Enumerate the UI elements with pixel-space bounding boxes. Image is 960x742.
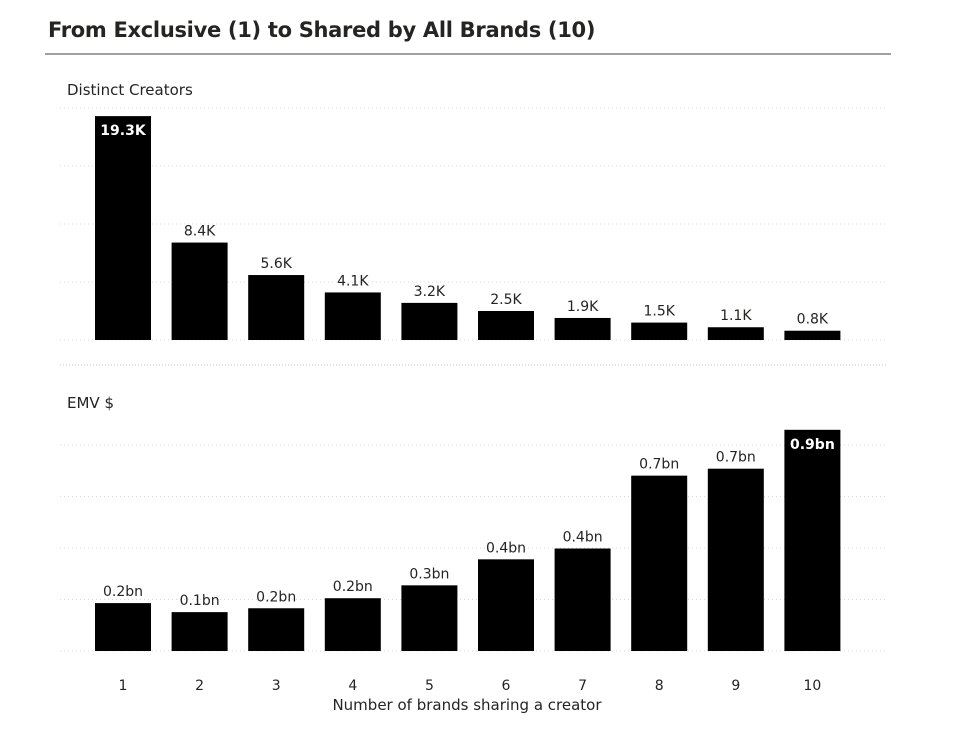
data-label: 3.2K: [414, 284, 446, 300]
data-label: 4.1K: [337, 273, 369, 289]
data-label: 0.4bn: [486, 540, 526, 556]
data-label: 1.5K: [643, 304, 675, 320]
bar[interactable]: [631, 475, 688, 651]
bar[interactable]: [95, 116, 151, 341]
x-tick-label: 10: [803, 678, 821, 694]
data-label: 0.8K: [797, 312, 829, 328]
data-label: 0.7bn: [716, 450, 756, 466]
bar[interactable]: [324, 292, 381, 340]
data-label: 0.2bn: [103, 584, 143, 600]
data-label: 0.1bn: [180, 593, 220, 609]
bar[interactable]: [401, 302, 458, 340]
bar[interactable]: [171, 242, 228, 340]
data-label: 0.2bn: [333, 579, 373, 595]
bar[interactable]: [631, 322, 688, 340]
data-label: 5.6K: [260, 256, 292, 272]
data-label: 8.4K: [184, 224, 216, 240]
data-label: 1.1K: [720, 308, 752, 324]
bottom-chart-title: EMV $: [67, 394, 114, 412]
x-tick-label: 8: [655, 678, 664, 694]
data-label: 0.7bn: [639, 457, 679, 473]
bar[interactable]: [784, 429, 841, 651]
bar[interactable]: [554, 548, 611, 651]
title-underline: [45, 53, 891, 55]
x-axis-title: Number of brands sharing a creator: [332, 696, 602, 714]
x-tick-label: 3: [272, 678, 281, 694]
x-tick-label: 1: [119, 678, 128, 694]
top-chart-title: Distinct Creators: [67, 81, 193, 99]
bar[interactable]: [401, 585, 458, 651]
bar[interactable]: [171, 612, 228, 651]
x-tick-label: 5: [425, 678, 434, 694]
bar[interactable]: [248, 275, 305, 340]
data-label: 0.4bn: [563, 530, 603, 546]
bar[interactable]: [248, 608, 305, 651]
x-tick-label: 2: [195, 678, 204, 694]
data-label: 0.2bn: [256, 589, 296, 605]
data-label: 1.9K: [567, 299, 599, 315]
bar[interactable]: [95, 603, 151, 651]
bar[interactable]: [554, 317, 611, 340]
bar[interactable]: [784, 330, 841, 340]
x-tick-label: 6: [502, 678, 511, 694]
data-label: 0.9bn: [790, 437, 835, 453]
x-tick-label: 4: [348, 678, 357, 694]
bar[interactable]: [478, 311, 534, 340]
data-label: 0.3bn: [409, 566, 449, 582]
bar[interactable]: [324, 598, 381, 651]
data-label: 19.3K: [100, 123, 147, 139]
x-tick-label: 7: [578, 678, 587, 694]
bar[interactable]: [478, 559, 534, 651]
page-title: From Exclusive (1) to Shared by All Bran…: [48, 18, 596, 42]
data-label: 2.5K: [490, 292, 522, 308]
bar[interactable]: [707, 468, 764, 651]
bar[interactable]: [707, 327, 764, 340]
x-tick-label: 9: [731, 678, 740, 694]
